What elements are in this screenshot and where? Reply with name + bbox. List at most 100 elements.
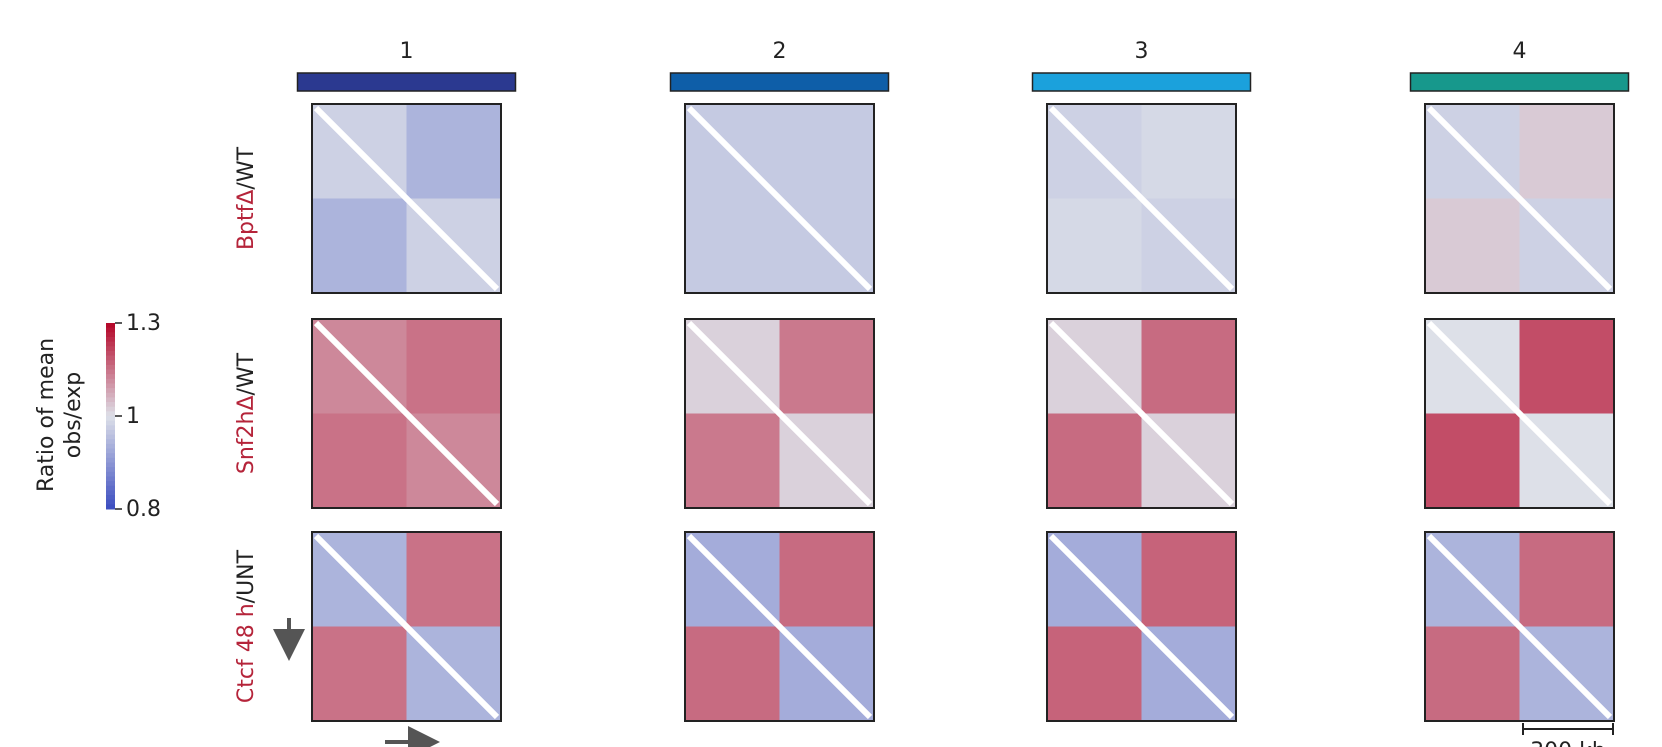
inter-domain — [1141, 104, 1236, 199]
inter-domain — [779, 104, 874, 199]
colorbar-step — [106, 402, 115, 408]
colorbar-step — [106, 453, 115, 459]
inter-domain — [1047, 198, 1142, 293]
diagonal — [313, 533, 500, 720]
colorbar-step — [106, 323, 115, 329]
colorbar-step — [106, 416, 115, 422]
colorbar-tick-label: 0.8 — [126, 497, 161, 522]
heatmap — [1046, 103, 1237, 294]
colorbar-step — [106, 504, 115, 510]
colorbar-step — [106, 448, 115, 454]
colorbar-label: obs/exp — [61, 372, 86, 458]
heatmap — [1424, 531, 1615, 722]
colorbar-step — [106, 429, 115, 436]
diagonal — [313, 105, 500, 292]
inter-domain — [1519, 104, 1614, 199]
row-label: BptfΔ/WT — [234, 146, 259, 250]
heatmap — [1046, 318, 1237, 509]
column-label: 2 — [773, 39, 787, 64]
colorbar-step — [106, 467, 115, 473]
heatmap-frame — [311, 531, 502, 722]
row-label-name: Snf2hΔ — [234, 395, 259, 474]
colorbar-label: Ratio of mean — [34, 338, 59, 492]
colorbar-step — [106, 481, 115, 487]
column-bar — [1031, 72, 1252, 92]
column-bar — [296, 72, 517, 92]
column-label: 1 — [400, 39, 414, 64]
colorbar-step — [106, 350, 115, 357]
colorbar-step — [106, 392, 115, 398]
diagonal — [686, 320, 873, 507]
inter-domain — [685, 626, 780, 721]
inter-domain — [312, 413, 407, 508]
inter-domain — [1425, 198, 1520, 293]
heatmap — [1424, 318, 1615, 509]
colorbar-step — [106, 332, 115, 338]
colorbar-step — [106, 355, 115, 361]
inter-domain — [1425, 626, 1520, 721]
heatmap-frame — [1046, 103, 1237, 294]
colorbar-tick-label: 1.3 — [126, 311, 161, 336]
heatmap — [311, 103, 502, 294]
row-label: Ctcf 48 h/UNT — [234, 549, 259, 703]
column-label: 4 — [1513, 39, 1527, 64]
diagonal — [686, 105, 873, 292]
inter-domain — [406, 104, 501, 199]
column-label: 3 — [1135, 39, 1149, 64]
colorbar-step — [106, 346, 115, 352]
diagonal — [1048, 533, 1235, 720]
diagonal — [1426, 320, 1613, 507]
diagonal — [1048, 320, 1235, 507]
row-label: Snf2hΔ/WT — [234, 352, 259, 474]
colorbar-tick-label: 1 — [126, 404, 140, 429]
heatmap-frame — [1424, 103, 1615, 294]
colorbar-step — [106, 360, 115, 366]
heatmap — [1424, 103, 1615, 294]
row-label-suffix: /WT — [234, 146, 259, 189]
heatmap-frame — [1424, 318, 1615, 509]
inter-domain — [779, 532, 874, 627]
heatmap — [684, 531, 875, 722]
heatmap-frame — [684, 103, 875, 294]
inter-domain — [779, 319, 874, 414]
diagonal — [313, 320, 500, 507]
inter-domain — [1141, 532, 1236, 627]
colorbar-step — [106, 457, 115, 463]
row-label-name: Ctcf 48 h — [234, 603, 259, 703]
inter-domain — [312, 626, 407, 721]
row-label-suffix: /WT — [234, 352, 259, 395]
colorbar-step — [106, 336, 115, 343]
colorbar-step — [106, 397, 115, 403]
colorbar-step — [106, 420, 115, 426]
column-bar — [669, 72, 890, 92]
colorbar-step — [106, 439, 115, 445]
heatmap-frame — [684, 531, 875, 722]
colorbar-step — [106, 443, 115, 450]
heatmap — [684, 103, 875, 294]
inter-domain — [1047, 413, 1142, 508]
scale-bar-label: 300 kb — [1530, 739, 1606, 747]
colorbar-step — [106, 364, 115, 370]
inter-domain — [1519, 319, 1614, 414]
diagonal — [1426, 533, 1613, 720]
heatmap-frame — [1424, 531, 1615, 722]
inter-domain — [1519, 532, 1614, 627]
heatmap-frame — [311, 103, 502, 294]
colorbar-step — [106, 490, 115, 496]
heatmap-frame — [311, 318, 502, 509]
colorbar-step — [106, 462, 115, 468]
colorbar-step — [106, 476, 115, 482]
inter-domain — [312, 198, 407, 293]
colorbar-step — [106, 341, 115, 347]
heatmap — [311, 318, 502, 509]
colorbar-step — [106, 383, 115, 389]
row-label-name: BptfΔ — [234, 190, 259, 250]
inter-domain — [1425, 413, 1520, 508]
scale-bar — [1522, 723, 1614, 735]
colorbar-step — [106, 495, 115, 501]
colorbar-step — [106, 406, 115, 412]
inter-domain — [1047, 626, 1142, 721]
colorbar-step — [106, 374, 115, 380]
colorbar-step — [106, 425, 115, 431]
